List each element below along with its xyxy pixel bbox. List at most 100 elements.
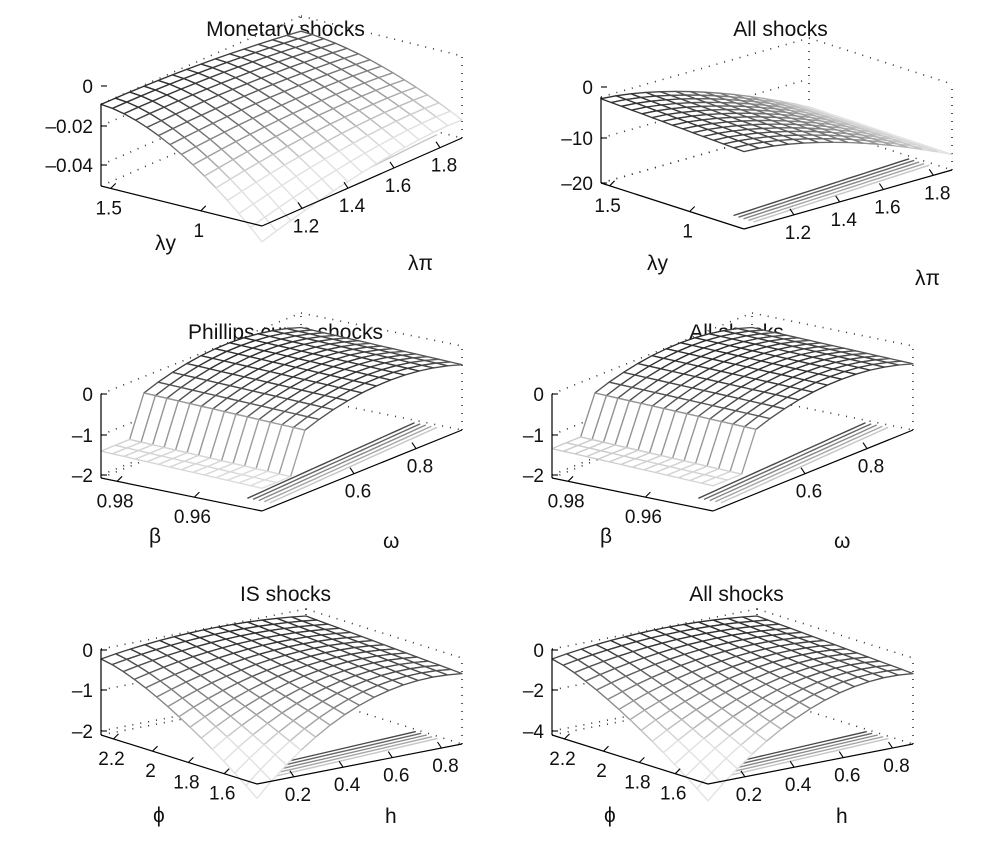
- x-tick-mark: [435, 141, 441, 149]
- y-axis: [551, 477, 714, 512]
- surface-mesh: [100, 30, 463, 243]
- z-tick-label: –10: [561, 129, 593, 150]
- x-axis: [261, 429, 463, 512]
- gridline: [600, 37, 810, 98]
- y-tick-label: 0.96: [625, 507, 662, 528]
- y-tick-label: 1.6: [660, 784, 686, 805]
- y-tick-label: 2.2: [98, 749, 124, 770]
- x-axis-label: λπ: [915, 267, 940, 290]
- z-tick-label: 0: [533, 385, 544, 406]
- z-tick-label: –4: [523, 722, 545, 743]
- contour-line: [748, 162, 925, 222]
- y-tick-label: 1: [682, 222, 693, 243]
- x-tick-label: 0.4: [334, 775, 361, 796]
- surface-cell: [733, 143, 760, 153]
- panel-3: Phillips curve shocks0–1–20.60.80.980.96…: [72, 312, 463, 553]
- contour-line: [258, 424, 427, 502]
- y-tick-mark: [567, 475, 574, 482]
- z-tick-label: 0: [582, 78, 593, 99]
- x-axis: [707, 743, 914, 785]
- y-tick-mark: [152, 745, 158, 752]
- y-tick-mark: [609, 180, 615, 187]
- x-tick-label: 0.6: [345, 482, 371, 503]
- panel-5: IS shocks 0 –1 –2 0.2 0.4 0.6 0.8 2.2 2 1.8 1.6 h ϕ: [72, 583, 463, 828]
- z-tick-label: –20: [561, 174, 593, 195]
- y-tick-mark: [639, 757, 645, 763]
- x-tick-mark: [437, 741, 442, 749]
- z-tick-label: –0.04: [45, 156, 93, 177]
- y-tick-label: 0.98: [97, 491, 134, 512]
- gridline: [751, 312, 914, 347]
- x-tick-label: 1.6: [385, 176, 411, 197]
- contour-line: [743, 161, 920, 220]
- x-tick-label: 0.8: [883, 756, 909, 777]
- z-tick-label: –2: [523, 466, 544, 487]
- x-tick-mark: [789, 208, 795, 216]
- gridline: [808, 37, 953, 85]
- y-tick-mark: [674, 768, 681, 775]
- gridline: [305, 608, 463, 659]
- surface-mesh: [600, 90, 953, 156]
- y-axis: [551, 734, 709, 785]
- x-tick-mark: [289, 770, 295, 778]
- z-tick-label: –1: [72, 681, 93, 702]
- y-tick-label: 1: [194, 221, 205, 242]
- x-tick-label: 1.8: [924, 183, 950, 204]
- contour-line: [703, 423, 872, 501]
- x-axis-label: ω: [383, 530, 399, 553]
- x-tick-label: 0.6: [796, 482, 822, 503]
- contour-line: [733, 158, 910, 217]
- x-tick-label: 0.8: [407, 457, 433, 478]
- y-axis-label: ϕ: [604, 804, 616, 827]
- x-axis-label: h: [385, 805, 397, 828]
- gridline: [756, 694, 914, 745]
- y-tick-label: 0.96: [174, 507, 211, 528]
- y-axis: [600, 182, 745, 230]
- x-axis-label: ω: [834, 530, 850, 553]
- y-tick-mark: [223, 768, 230, 775]
- z-tick-label: –2: [72, 722, 93, 743]
- z-tick-label: 0: [82, 641, 93, 662]
- gridline: [300, 396, 463, 431]
- y-axis-label: β: [149, 525, 161, 548]
- surface-mesh: [100, 326, 463, 489]
- contour-line: [265, 737, 438, 779]
- x-tick-label: 1.6: [874, 198, 900, 219]
- y-tick-mark: [116, 475, 123, 482]
- y-tick-label: 1.8: [624, 772, 650, 793]
- z-tick-label: 0: [533, 641, 544, 662]
- x-tick-mark: [349, 467, 355, 475]
- y-tick-mark: [113, 733, 119, 740]
- x-tick-mark: [789, 760, 795, 768]
- gridline: [300, 312, 463, 347]
- contour-line: [710, 736, 884, 778]
- x-tick-mark: [800, 467, 806, 475]
- contour-line: [252, 423, 421, 501]
- surface-cell: [696, 772, 724, 802]
- x-tick-mark: [838, 751, 844, 758]
- x-tick-label: 1.8: [431, 156, 457, 177]
- chart-title: Monetary shocks: [206, 18, 365, 41]
- x-tick-label: 0.6: [383, 766, 409, 787]
- surface-cell: [700, 476, 728, 487]
- gridline: [100, 608, 307, 650]
- surface-cell: [249, 216, 277, 243]
- y-tick-label: 2: [596, 761, 607, 782]
- x-tick-mark: [343, 181, 349, 189]
- y-tick-mark: [188, 757, 194, 763]
- x-tick-mark: [928, 168, 934, 176]
- x-tick-mark: [740, 770, 746, 778]
- gridline: [305, 694, 463, 745]
- surface-mesh: [551, 326, 914, 487]
- z-tick-label: –0.02: [45, 117, 93, 138]
- contour-line: [247, 422, 415, 499]
- contour-line: [720, 426, 889, 504]
- surface-cell: [249, 479, 277, 489]
- x-tick-mark: [297, 202, 303, 209]
- x-tick-label: 0.2: [285, 785, 311, 806]
- contour-line: [709, 424, 878, 502]
- y-tick-label: 0.98: [548, 491, 585, 512]
- x-tick-label: 0.2: [736, 785, 762, 806]
